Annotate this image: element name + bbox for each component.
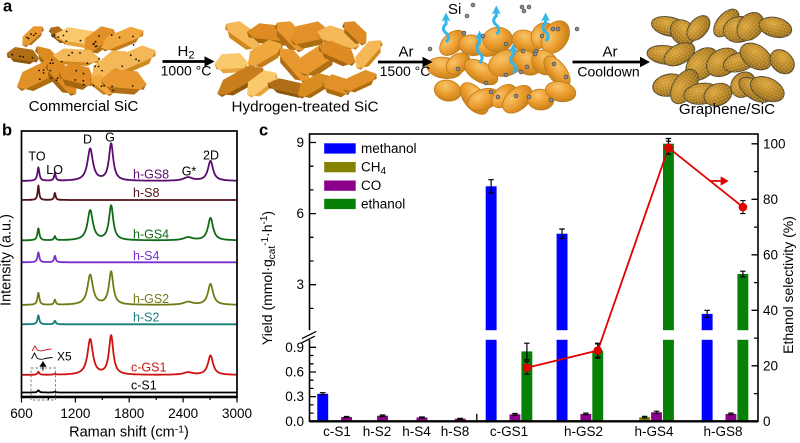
svg-text:c: c xyxy=(259,122,268,140)
svg-text:ethanol: ethanol xyxy=(361,196,405,211)
svg-text:h-GS8: h-GS8 xyxy=(703,424,742,439)
svg-text:h-S2: h-S2 xyxy=(133,311,159,325)
svg-text:Commercial SiC: Commercial SiC xyxy=(29,98,139,115)
svg-text:1000 °C: 1000 °C xyxy=(161,63,212,79)
svg-text:0.0: 0.0 xyxy=(285,414,304,429)
svg-text:h-GS8: h-GS8 xyxy=(133,168,169,182)
svg-text:40: 40 xyxy=(763,303,778,318)
svg-text:3: 3 xyxy=(296,277,304,292)
svg-text:2D: 2D xyxy=(203,149,219,163)
svg-text:c-GS1: c-GS1 xyxy=(131,361,166,375)
svg-text:h-S2: h-S2 xyxy=(363,424,392,439)
svg-text:c-S1: c-S1 xyxy=(131,379,157,393)
svg-text:G: G xyxy=(105,131,115,145)
svg-text:Yield (mmol·gcat-1·h-1): Yield (mmol·gcat-1·h-1) xyxy=(259,211,278,345)
svg-text:h-GS2: h-GS2 xyxy=(133,292,169,306)
svg-text:9: 9 xyxy=(296,135,304,150)
svg-text:600: 600 xyxy=(10,406,33,421)
svg-text:0.9: 0.9 xyxy=(285,340,304,355)
svg-text:c-S1: c-S1 xyxy=(323,424,351,439)
svg-text:h-S8: h-S8 xyxy=(133,186,159,200)
svg-text:h-GS4: h-GS4 xyxy=(133,228,169,242)
svg-text:c-GS1: c-GS1 xyxy=(490,424,528,439)
svg-text:Ar: Ar xyxy=(603,44,618,61)
svg-text:H2: H2 xyxy=(178,43,195,62)
svg-text:X5: X5 xyxy=(57,350,72,364)
svg-text:80: 80 xyxy=(763,192,778,207)
svg-text:0.3: 0.3 xyxy=(285,389,304,404)
svg-text:h-GS4: h-GS4 xyxy=(634,424,674,439)
svg-text:LO: LO xyxy=(46,163,63,177)
svg-text:a: a xyxy=(3,0,13,16)
svg-text:CH4: CH4 xyxy=(361,160,387,178)
svg-text:1500 °C: 1500 °C xyxy=(380,63,431,79)
svg-text:Raman shift (cm-1): Raman shift (cm-1) xyxy=(69,424,189,441)
svg-text:Si: Si xyxy=(448,1,461,18)
svg-text:60: 60 xyxy=(763,247,778,262)
svg-text:0: 0 xyxy=(763,414,771,429)
svg-text:6: 6 xyxy=(296,206,304,221)
svg-text:h-GS2: h-GS2 xyxy=(564,424,603,439)
svg-text:1800: 1800 xyxy=(114,406,144,421)
svg-text:Graphene/SiC: Graphene/SiC xyxy=(679,101,775,118)
svg-text:2400: 2400 xyxy=(168,406,198,421)
svg-text:0.6: 0.6 xyxy=(285,365,304,380)
svg-text:100: 100 xyxy=(763,136,786,151)
svg-text:h-S4: h-S4 xyxy=(402,424,431,439)
svg-text:Cooldown: Cooldown xyxy=(577,64,639,80)
svg-text:20: 20 xyxy=(763,358,778,373)
svg-text:D: D xyxy=(83,133,92,147)
svg-text:TO: TO xyxy=(28,150,45,164)
svg-text:methanol: methanol xyxy=(361,141,417,156)
svg-text:Hydrogen-treated SiC: Hydrogen-treated SiC xyxy=(232,99,379,116)
svg-text:3000: 3000 xyxy=(222,406,252,421)
svg-text:1200: 1200 xyxy=(60,406,90,421)
svg-text:Ar: Ar xyxy=(399,44,414,61)
svg-text:G*: G* xyxy=(182,165,197,179)
svg-text:Intensity (a.u.): Intensity (a.u.) xyxy=(0,214,15,306)
svg-text:h-S8: h-S8 xyxy=(441,424,470,439)
svg-text:h-S4: h-S4 xyxy=(133,249,159,263)
svg-text:Ethanol selectivity (%): Ethanol selectivity (%) xyxy=(780,216,796,354)
svg-text:CO: CO xyxy=(361,178,381,193)
svg-text:b: b xyxy=(2,122,12,140)
